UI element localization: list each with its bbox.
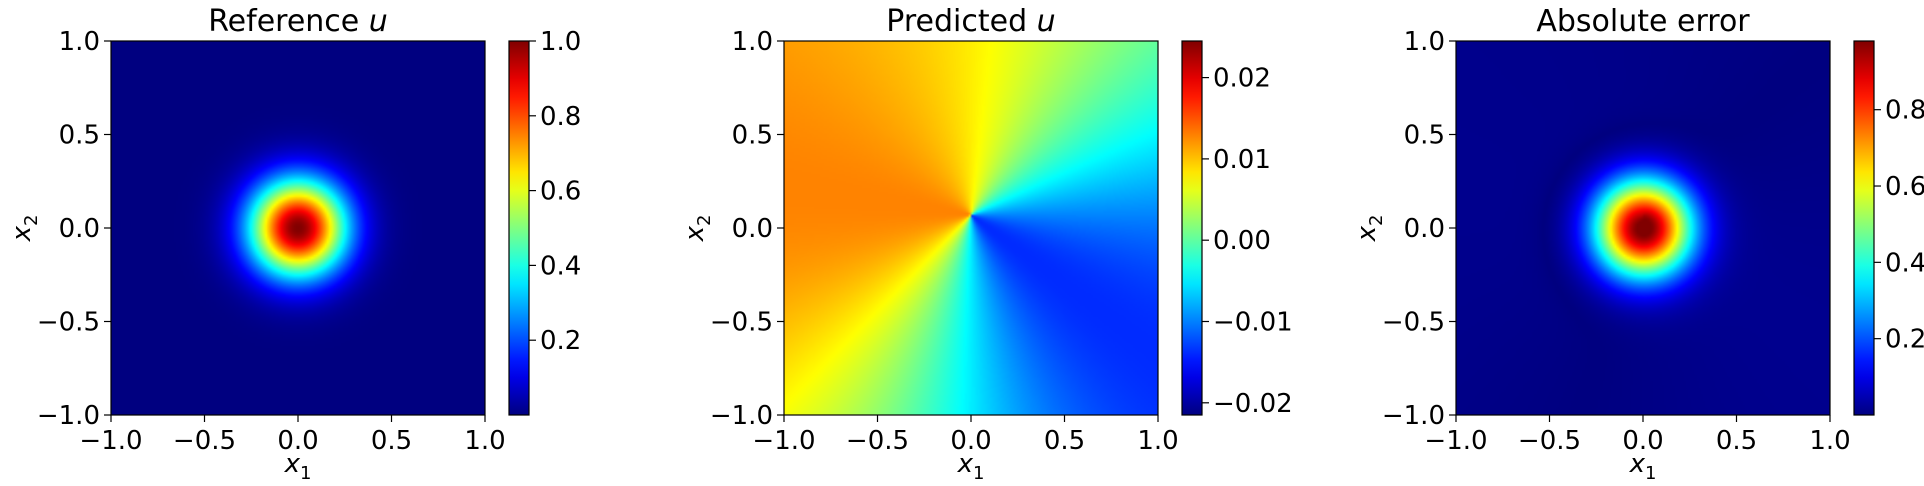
colorbar-tick-label: −0.02 [1213,389,1293,419]
colorbar: 0.2 0.4 0.6 0.8 1.0 [508,27,581,416]
colorbar: −0.02 −0.01 0.00 0.01 0.02 [1181,40,1293,419]
y-tick-label: 1.0 [59,27,100,57]
x-axis-label: x1 [284,449,312,484]
colorbar-tick-label: 0.01 [1213,145,1271,175]
y-tick-label: 0.0 [732,214,773,244]
y-tick-label: 0.5 [732,121,773,151]
y-axis-label: x2 [7,215,42,243]
colorbar-gradient [1181,40,1203,416]
colorbar-tick-label: 0.8 [1885,96,1924,126]
x-axis-label: x1 [1629,449,1657,484]
x-tick-label: −1.0 [1424,426,1487,456]
heatmap-image [784,41,1158,415]
colorbar-tick-label: 0.8 [540,102,581,132]
y-tick-label: −1.0 [37,401,100,431]
x-tick-label: −1.0 [79,426,142,456]
colorbar-tick-label: 0.02 [1213,64,1271,94]
chart-title: Predicted u [886,4,1055,39]
chart-title-variable: u [1037,4,1056,39]
colorbar-tick-label: 0.6 [540,177,581,207]
panel-3: Absolute error −1.0 −0.5 0.0 0.5 1.0 −1.0 −0.5 0… [1352,4,1924,484]
y-tick-label: −0.5 [710,308,773,338]
x-tick-label: 0.0 [950,426,991,456]
colorbar-tick-label: 0.2 [540,326,581,356]
x-tick-label: 0.5 [1044,426,1085,456]
y-tick-label: −0.5 [1382,308,1445,338]
x-tick-label: −0.5 [846,426,909,456]
x-tick-label: 0.5 [371,426,412,456]
x-tick-label: 0.0 [1622,426,1663,456]
y-tick-label: −0.5 [37,308,100,338]
colorbar-tick-label: 0.4 [540,251,581,281]
colorbar-gradient [1853,40,1875,416]
colorbar-tick-label: 0.00 [1213,226,1271,256]
y-tick-label: −1.0 [1382,401,1445,431]
y-tick-label: 0.0 [59,214,100,244]
y-axis-label: x2 [680,215,715,243]
x-tick-label: −1.0 [752,426,815,456]
chart-title-text: Predicted [886,4,1036,39]
x-tick-label: 1.0 [1809,426,1850,456]
colorbar-tick-label: 1.0 [540,27,581,57]
x-tick-label: 0.0 [277,426,318,456]
y-tick-label: 0.5 [1404,121,1445,151]
chart-title-text: Reference [208,4,369,39]
colorbar-tick-label: 0.6 [1885,172,1924,202]
heatmap-image [111,41,485,415]
y-tick-label: 0.0 [1404,214,1445,244]
colorbar-gradient [508,40,530,416]
x-tick-label: −0.5 [1518,426,1581,456]
x-tick-label: 1.0 [464,426,505,456]
panel-2: Predicted u−1.0 −0.5 0.0 0.5 1.0−1.0−0.50.00… [680,4,1293,484]
x-tick-label: 0.5 [1716,426,1757,456]
x-tick-label: −0.5 [173,426,236,456]
chart-title: Reference u [208,4,388,39]
x-tick-label: 1.0 [1137,426,1178,456]
y-tick-label: −1.0 [710,401,773,431]
colorbar-tick-label: −0.01 [1213,308,1293,338]
y-tick-label: 1.0 [732,27,773,57]
chart-title: Absolute error [1536,4,1750,39]
chart-title-text: Absolute error [1536,4,1750,39]
colorbar: 0.2 0.4 0.6 0.8 [1853,40,1924,416]
y-axis-label: x2 [1352,215,1387,243]
chart-title-variable: u [369,4,388,39]
colorbar-tick-label: 0.4 [1885,248,1924,278]
colorbar-tick-label: 0.2 [1885,325,1924,355]
heatmap-image [1456,41,1830,415]
y-tick-label: 1.0 [1404,27,1445,57]
panel-1: Reference u −1.0 −0.5 0.0 0.5 1.0 −1.0 −0.5 0.0 0… [7,4,581,484]
x-axis-label: x1 [957,449,985,484]
y-tick-label: 0.5 [59,121,100,151]
